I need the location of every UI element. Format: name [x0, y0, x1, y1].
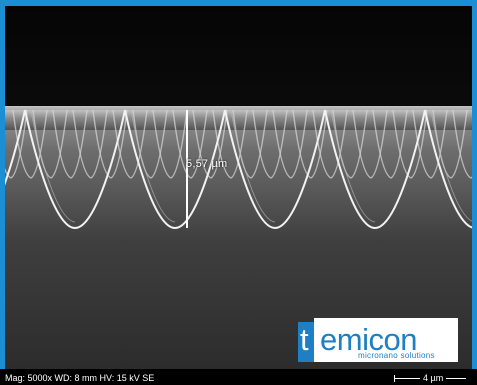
front-cone [224, 109, 326, 230]
front-row-cones [5, 109, 472, 230]
front-cone [24, 109, 126, 230]
logo-wordmark-panel [314, 318, 458, 362]
back-cone [252, 109, 288, 179]
sem-surface-drawing [5, 6, 472, 369]
front-cone-shade [130, 109, 176, 223]
logo-t-letter: t [300, 322, 309, 357]
back-cone [272, 109, 308, 179]
back-cone [192, 109, 228, 179]
back-row-cones [5, 109, 472, 179]
back-cone [392, 109, 428, 179]
back-cone [92, 109, 128, 179]
scale-bar: 4 µm [391, 373, 467, 383]
back-cone [452, 109, 472, 179]
logo-tagline: micronano solutions [358, 351, 435, 360]
temicon-logo: t emicon micronano solutions [298, 318, 458, 362]
front-cone [5, 109, 26, 186]
scale-bar-line-end [446, 378, 467, 380]
logo-block [298, 322, 316, 362]
measurement-label: 5,57 µm [186, 158, 228, 170]
front-cone-shade [430, 109, 472, 222]
back-cone [292, 109, 328, 179]
back-cone [5, 109, 28, 179]
front-cone [324, 109, 426, 230]
front-cone-shade [30, 109, 76, 223]
back-cone [372, 109, 408, 179]
back-cone [72, 109, 108, 179]
scale-bar-line [394, 375, 420, 383]
sem-info-bar: Mag: 5000x WD: 8 mm HV: 15 kV SE 4 µm [0, 369, 477, 385]
front-cone [424, 109, 472, 229]
back-cone [52, 109, 88, 179]
scale-bar-label: 4 µm [423, 373, 444, 383]
back-cone [152, 109, 188, 179]
front-cone-shade [230, 109, 276, 223]
logo-wordmark: emicon [320, 322, 417, 357]
sem-parameters: Mag: 5000x WD: 8 mm HV: 15 kV SE [5, 373, 155, 383]
front-cone-shade [330, 109, 376, 223]
back-cone [172, 109, 208, 179]
back-cone [352, 109, 388, 179]
sem-micrograph [5, 6, 472, 369]
front-cone [124, 109, 226, 230]
